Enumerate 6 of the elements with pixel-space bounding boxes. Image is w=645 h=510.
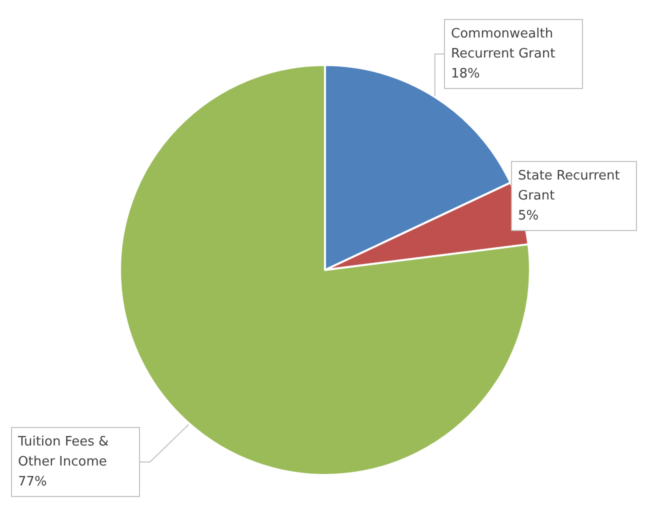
slice-label: Tuition Fees & Other Income <box>17 434 113 470</box>
data-label: 5% <box>518 208 539 224</box>
data-label: 77% <box>18 474 47 490</box>
slice-label: State Recurrent Grant <box>518 168 624 204</box>
slice-label: Commonwealth Recurrent Grant <box>451 26 558 62</box>
data-label: 18% <box>451 66 480 82</box>
